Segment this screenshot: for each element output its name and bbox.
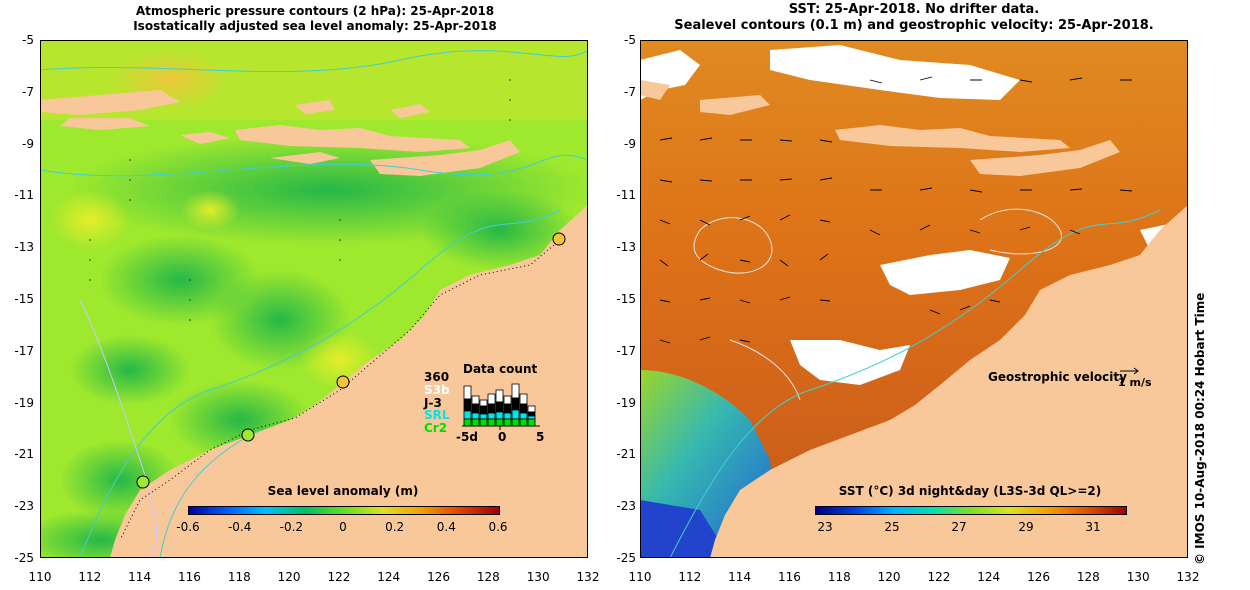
x-tick-label: 132 xyxy=(1176,570,1200,584)
data-count-axis-start: -5d xyxy=(456,430,478,444)
x-tick-label: 110 xyxy=(28,570,52,584)
x-tick-label: 112 xyxy=(78,570,102,584)
data-count-axis-end: 5 xyxy=(536,430,545,444)
sla-tick-label: 0 xyxy=(339,520,347,534)
x-tick-label: 120 xyxy=(877,570,901,584)
sst-map xyxy=(640,40,1188,558)
right-map-title-line2: Sealevel contours (0.1 m) and geostrophi… xyxy=(674,18,1154,33)
sla-tick-label: -0.6 xyxy=(176,520,200,534)
y-tick-label: -15 xyxy=(616,292,636,306)
y-tick-label: -25 xyxy=(14,551,34,565)
data-count-axis-zero: 0 xyxy=(498,430,507,444)
y-tick-label: -17 xyxy=(14,343,34,358)
y-tick-label: -15 xyxy=(14,292,34,306)
y-tick-label: -9 xyxy=(22,136,34,151)
y-tick-label: -7 xyxy=(624,84,636,99)
x-tick-label: 112 xyxy=(678,570,702,584)
y-tick-label: -5 xyxy=(22,33,34,47)
sst-tick-label: 25 xyxy=(884,520,900,534)
x-tick-label: 130 xyxy=(526,570,550,584)
sat-label-srl: SRL xyxy=(424,408,450,422)
y-tick-label: -13 xyxy=(14,240,34,255)
x-tick-label: 118 xyxy=(827,570,851,584)
sea-level-anomaly-map xyxy=(40,40,588,558)
x-tick-label: 116 xyxy=(178,570,201,584)
sst-colorbar-title: SST (°C) 3d night&day (L3S-3d QL>=2) xyxy=(838,484,1102,498)
x-tick-label: 124 xyxy=(977,570,1001,584)
sst-tick-label: 27 xyxy=(951,520,967,534)
sla-colorbar xyxy=(188,506,500,515)
y-tick-label: -17 xyxy=(616,343,636,358)
sst-colorbar xyxy=(815,506,1127,515)
sst-tick-label: 29 xyxy=(1018,520,1034,534)
sla-tick-label: 0.2 xyxy=(385,520,405,534)
data-count-max: 360 xyxy=(424,370,450,384)
y-tick-label: -21 xyxy=(14,447,34,462)
x-tick-label: 130 xyxy=(1126,570,1150,584)
sat-label-j3: J-3 xyxy=(424,396,442,410)
sst-tick-label: 31 xyxy=(1085,520,1101,534)
right-map-title-line1: SST: 25-Apr-2018. No drifter data. xyxy=(788,2,1040,17)
x-tick-label: 122 xyxy=(327,570,351,584)
y-tick-label: -19 xyxy=(616,395,636,410)
x-tick-label: 128 xyxy=(476,570,500,584)
x-tick-label: 126 xyxy=(1027,570,1050,584)
y-tick-label: -9 xyxy=(624,136,636,151)
sla-colorbar-title: Sea level anomaly (m) xyxy=(267,484,419,498)
left-map-title-line2: Isostatically adjusted sea level anomaly… xyxy=(133,19,497,33)
y-tick-label: -13 xyxy=(616,240,636,255)
x-tick-label: 122 xyxy=(927,570,951,584)
y-tick-label: -25 xyxy=(616,551,636,565)
data-count-bars xyxy=(462,383,540,430)
x-tick-label: 118 xyxy=(227,570,251,584)
sla-tick-label: -0.4 xyxy=(227,520,252,534)
imos-credit: © IMOS 10-Aug-2018 00:24 Hobart Time xyxy=(1193,292,1207,565)
sst-tick-label: 23 xyxy=(817,520,833,534)
left-map-title-line1: Atmospheric pressure contours (2 hPa): 2… xyxy=(135,4,495,18)
x-tick-label: 132 xyxy=(576,570,600,584)
x-tick-label: 128 xyxy=(1076,570,1100,584)
y-tick-label: -23 xyxy=(616,499,636,514)
y-tick-label: -5 xyxy=(624,33,636,47)
data-count-inset: Data count 360 S3b J-3 SRL Cr2 -5d 0 5 xyxy=(420,362,546,448)
x-tick-label: 110 xyxy=(628,570,652,584)
x-tick-label: 114 xyxy=(128,570,152,584)
sla-tick-label: 0.6 xyxy=(488,520,508,534)
x-tick-label: 114 xyxy=(728,570,752,584)
sla-tick-label: 0.4 xyxy=(436,520,456,534)
sla-tick-label: -0.2 xyxy=(279,520,304,534)
velocity-legend-unit: 1 m/s xyxy=(1118,376,1152,389)
data-count-title: Data count xyxy=(463,362,538,376)
x-tick-label: 124 xyxy=(377,570,401,584)
y-tick-label: -11 xyxy=(616,188,636,203)
y-tick-label: -19 xyxy=(14,395,34,410)
y-tick-label: -21 xyxy=(616,447,636,462)
y-tick-label: -7 xyxy=(22,84,34,99)
y-tick-label: -11 xyxy=(14,188,34,203)
velocity-legend-label: Geostrophic velocity xyxy=(988,370,1127,384)
sat-label-cr2: Cr2 xyxy=(424,421,448,435)
x-tick-label: 116 xyxy=(778,570,801,584)
y-tick-label: -23 xyxy=(14,499,34,514)
x-tick-label: 120 xyxy=(277,570,301,584)
sat-label-s3b: S3b xyxy=(424,383,450,397)
x-tick-label: 126 xyxy=(427,570,450,584)
